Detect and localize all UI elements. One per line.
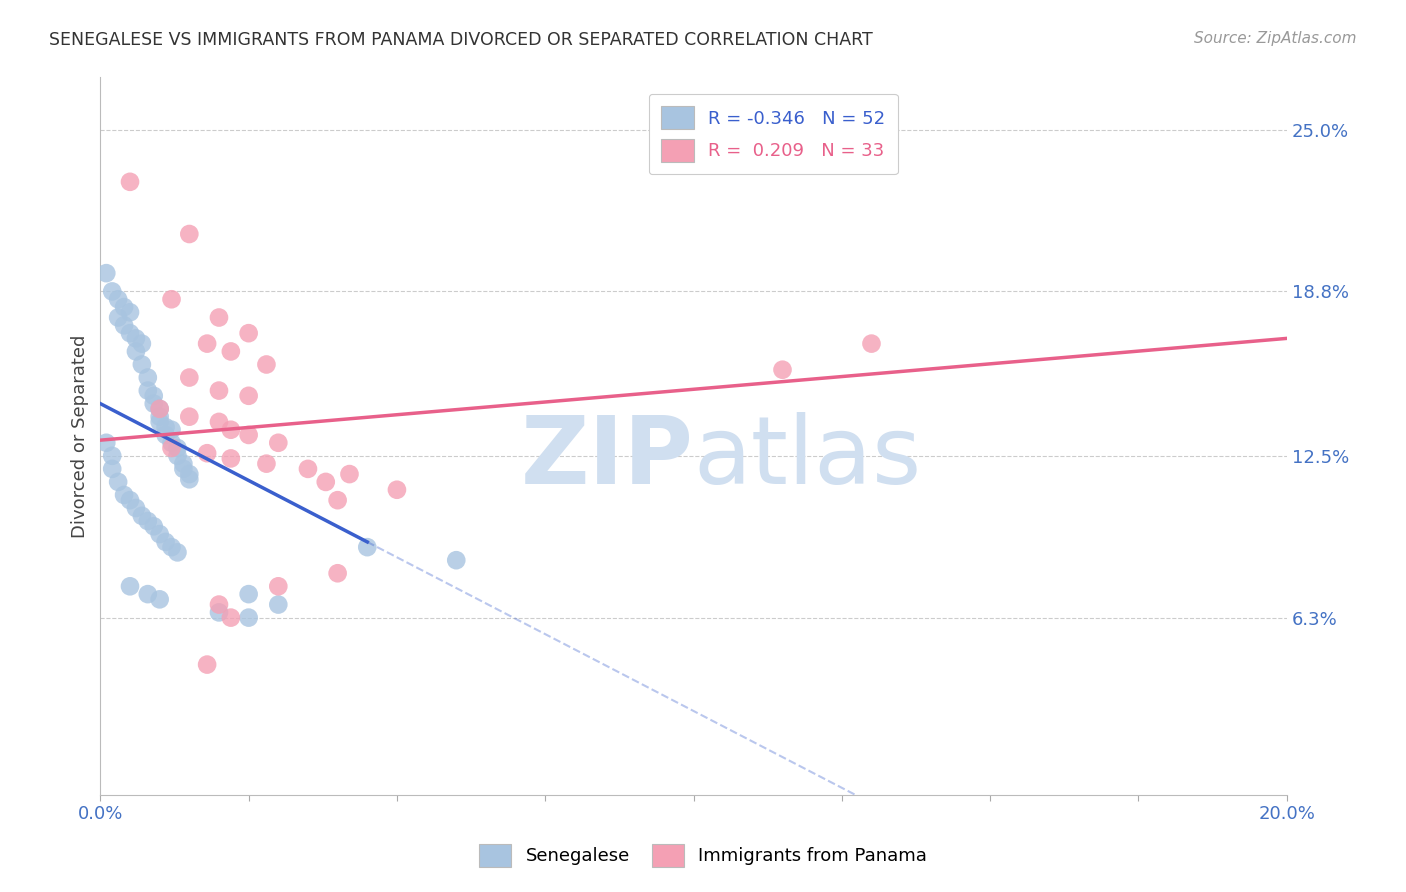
Point [172, 457, 194, 471]
Point [195, 446, 218, 460]
Point [208, 598, 231, 612]
Text: SENEGALESE VS IMMIGRANTS FROM PANAMA DIVORCED OR SEPARATED CORRELATION CHART: SENEGALESE VS IMMIGRANTS FROM PANAMA DIV… [49, 31, 873, 49]
Point [142, 519, 165, 533]
Point [118, 175, 141, 189]
Point [149, 592, 172, 607]
Text: Source: ZipAtlas.com: Source: ZipAtlas.com [1194, 31, 1357, 46]
Point [136, 587, 159, 601]
Point [166, 449, 188, 463]
Point [96, 266, 118, 280]
Point [219, 451, 242, 466]
Point [160, 441, 183, 455]
Point [160, 540, 183, 554]
Point [267, 579, 290, 593]
Point [772, 362, 794, 376]
Point [149, 527, 172, 541]
Point [125, 331, 148, 345]
Point [125, 344, 148, 359]
Point [155, 428, 177, 442]
Point [219, 423, 242, 437]
Point [172, 462, 194, 476]
Point [208, 310, 231, 325]
Point [326, 493, 349, 508]
Point [142, 389, 165, 403]
Point [118, 579, 141, 593]
Point [131, 358, 153, 372]
Point [112, 488, 135, 502]
Point [356, 540, 378, 554]
Point [142, 397, 165, 411]
Point [256, 457, 278, 471]
Point [315, 475, 337, 489]
Point [107, 292, 129, 306]
Y-axis label: Divorced or Separated: Divorced or Separated [72, 334, 89, 538]
Point [101, 462, 124, 476]
Point [179, 227, 201, 241]
Point [160, 292, 183, 306]
Point [155, 535, 177, 549]
Point [238, 428, 260, 442]
Point [125, 501, 148, 516]
Point [339, 467, 361, 481]
Point [385, 483, 408, 497]
Point [238, 587, 260, 601]
Point [112, 318, 135, 333]
Point [860, 336, 883, 351]
Point [96, 435, 118, 450]
Point [101, 285, 124, 299]
Point [107, 310, 129, 325]
Point [136, 384, 159, 398]
Point [238, 326, 260, 341]
Point [238, 389, 260, 403]
Legend: R = -0.346   N = 52, R =  0.209   N = 33: R = -0.346 N = 52, R = 0.209 N = 33 [648, 94, 898, 174]
Point [179, 472, 201, 486]
Point [101, 449, 124, 463]
Text: atlas: atlas [693, 412, 922, 504]
Point [267, 598, 290, 612]
Point [446, 553, 468, 567]
Point [267, 435, 290, 450]
Point [107, 475, 129, 489]
Point [118, 305, 141, 319]
Point [136, 370, 159, 384]
Point [149, 415, 172, 429]
Point [149, 401, 172, 416]
Point [118, 493, 141, 508]
Point [149, 409, 172, 424]
Point [136, 514, 159, 528]
Point [118, 326, 141, 341]
Point [208, 384, 231, 398]
Point [131, 336, 153, 351]
Point [208, 415, 231, 429]
Point [160, 435, 183, 450]
Point [219, 344, 242, 359]
Point [179, 409, 201, 424]
Point [195, 336, 218, 351]
Point [166, 545, 188, 559]
Point [208, 606, 231, 620]
Legend: Senegalese, Immigrants from Panama: Senegalese, Immigrants from Panama [471, 837, 935, 874]
Point [256, 358, 278, 372]
Point [131, 508, 153, 523]
Point [149, 401, 172, 416]
Text: ZIP: ZIP [520, 412, 693, 504]
Point [326, 566, 349, 581]
Point [179, 370, 201, 384]
Point [112, 300, 135, 314]
Point [195, 657, 218, 672]
Point [155, 420, 177, 434]
Point [160, 423, 183, 437]
Point [238, 610, 260, 624]
Point [219, 610, 242, 624]
Point [166, 441, 188, 455]
Point [179, 467, 201, 481]
Point [297, 462, 319, 476]
